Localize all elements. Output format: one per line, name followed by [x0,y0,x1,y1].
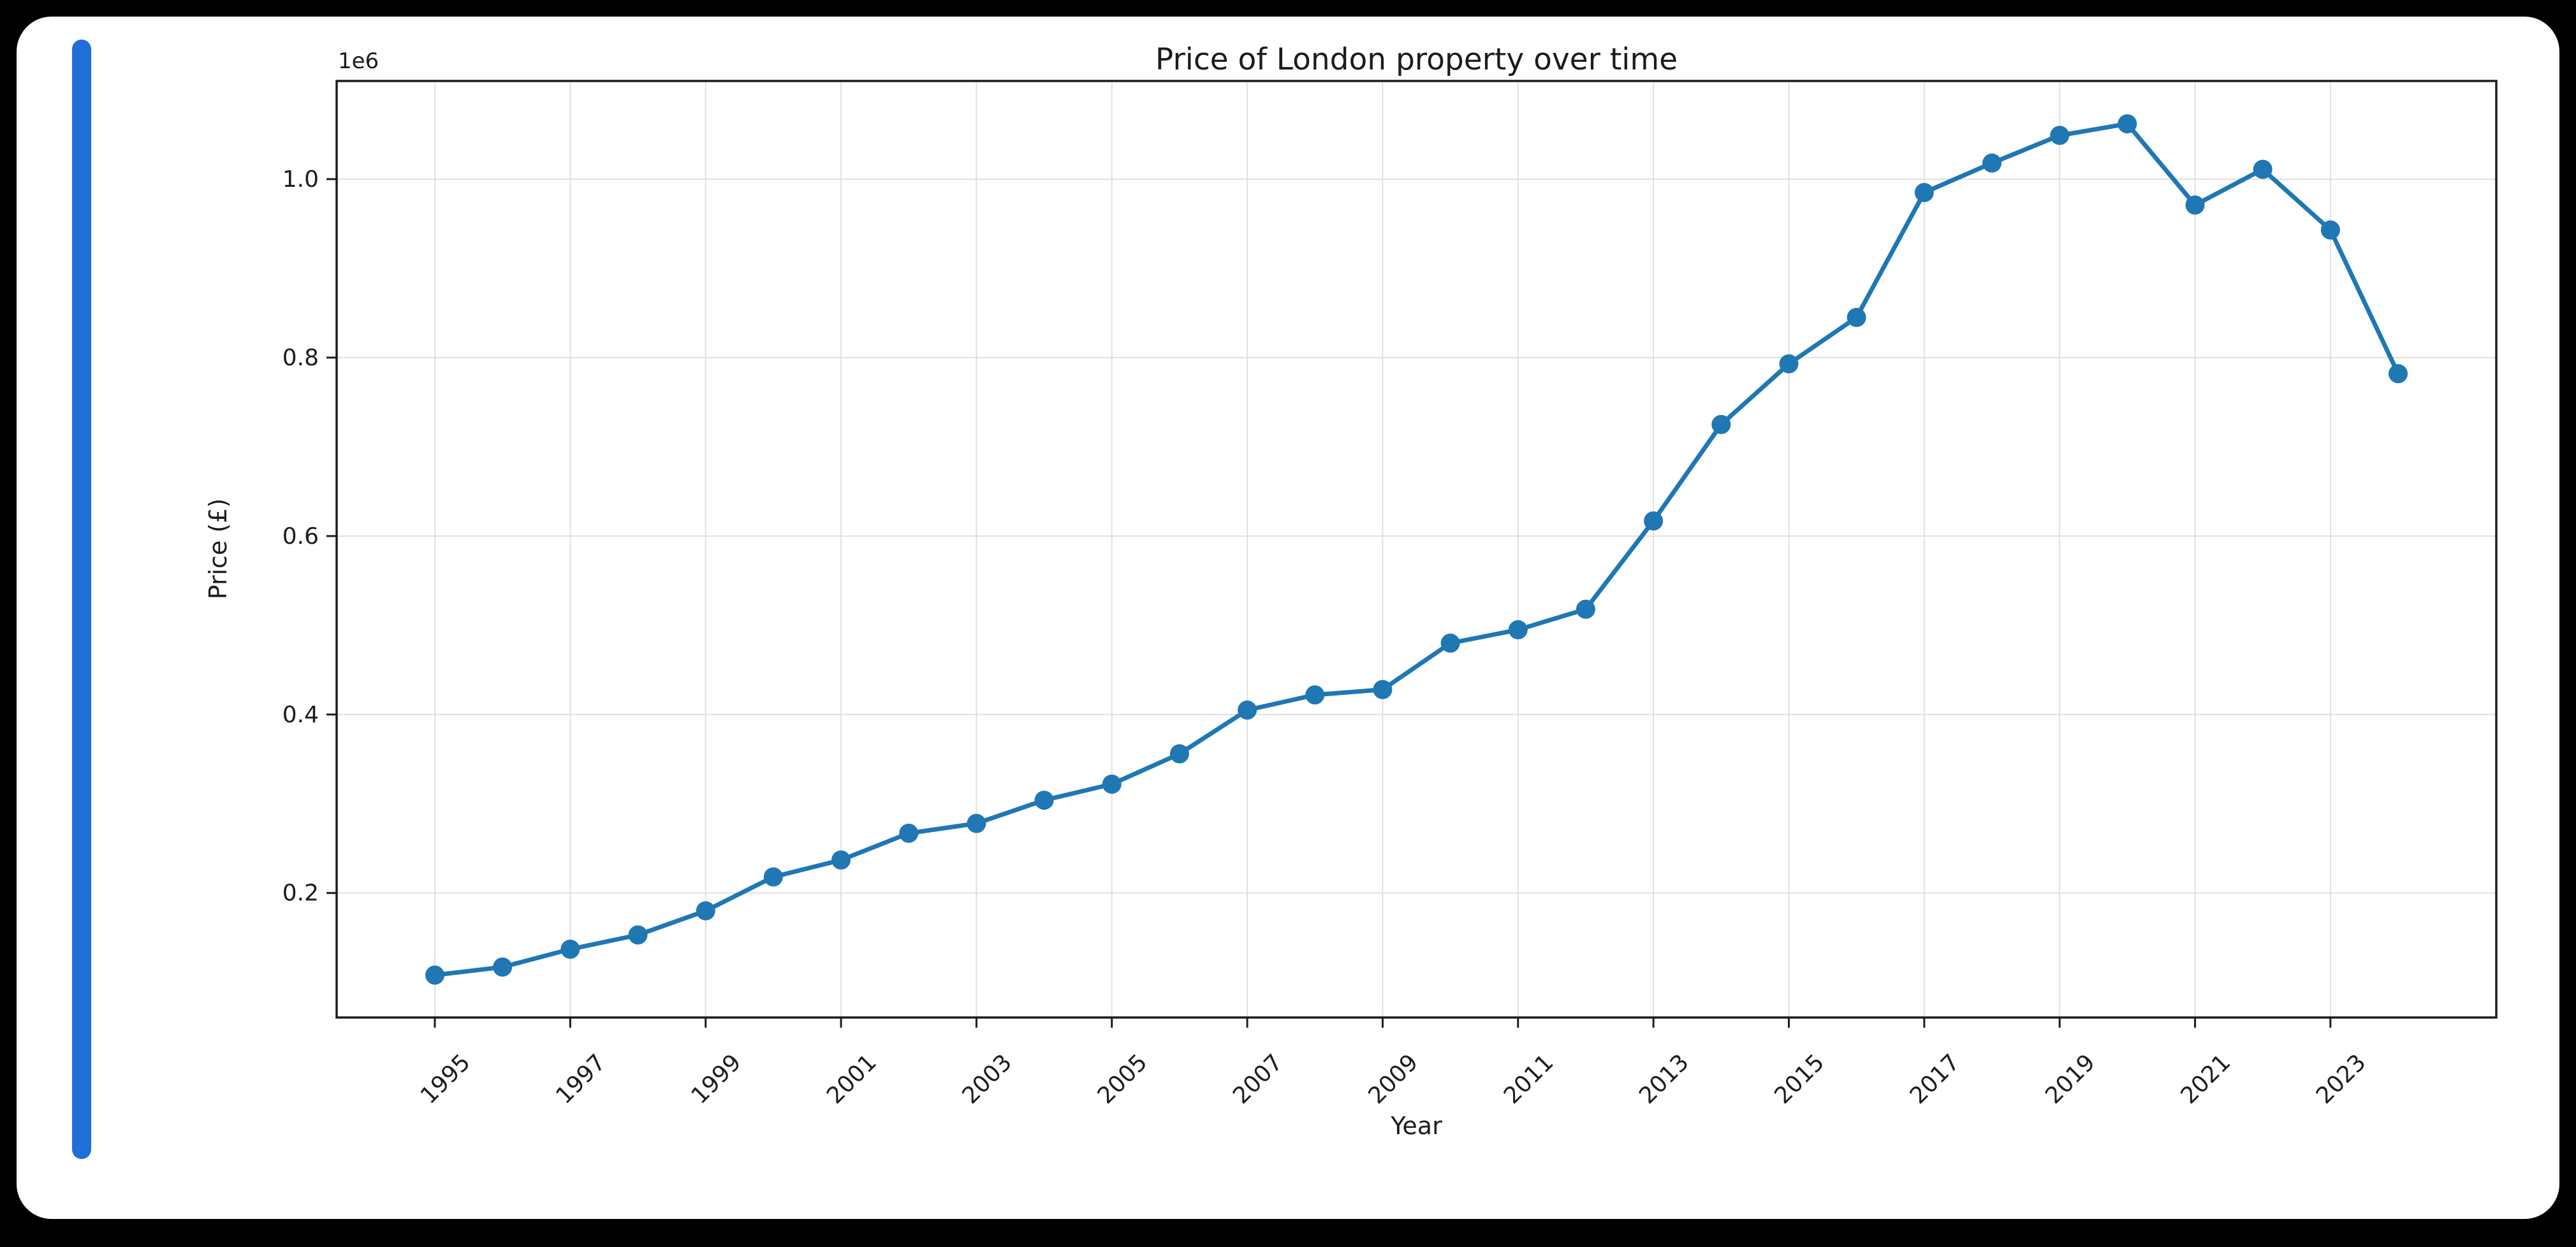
y-tick-label: 0.6 [282,523,319,550]
selected-cell-indicator[interactable] [72,40,91,1159]
data-point [2118,114,2137,134]
data-point [2185,195,2205,215]
data-point [1440,633,1460,653]
y-tick-label: 0.2 [282,880,319,907]
data-point [493,957,513,977]
data-point [1238,700,1257,720]
axis-ticks: 0.2 0.4 0.6 0.8 1.0 1995 1997 1999 2001 2003 2005 2… [282,166,2371,1109]
x-tick-label: 2013 [1634,1049,1694,1109]
data-point [1914,183,1934,202]
x-tick-label: 2015 [1769,1049,1829,1109]
data-point [425,965,444,985]
x-tick-label: 2019 [2040,1049,2100,1109]
data-point [560,939,580,959]
x-tick-label: 2007 [1228,1049,1288,1109]
x-tick-label: 2017 [1905,1049,1965,1109]
y-axis-label: Price (£) [204,498,232,600]
x-tick-label: 1999 [687,1049,747,1109]
data-point [1779,354,1799,374]
x-tick-label: 1997 [551,1049,611,1109]
data-point [1169,744,1189,764]
x-tick-label: 2021 [2176,1049,2236,1109]
data-point [2253,159,2272,179]
x-tick-label: 2001 [822,1049,882,1109]
y-tick-label: 0.8 [282,345,319,371]
data-point [1508,620,1528,639]
data-point [1102,775,1122,794]
x-axis-label: Year [1391,1112,1442,1140]
data-point [831,850,851,870]
y-tick-label: 0.4 [282,702,319,728]
data-point [899,824,919,843]
data-point [1576,599,1595,619]
x-tick-label: 2023 [2311,1049,2371,1109]
data-point [1305,685,1325,704]
chart-title: Price of London property over time [1155,42,1678,77]
gridlines [337,81,2496,1017]
data-point [1644,511,1664,531]
x-tick-label: 2011 [1499,1049,1559,1109]
x-tick-label: 2009 [1363,1049,1423,1109]
data-point [1711,414,1731,434]
data-point [1982,153,2002,173]
data-point [2320,220,2340,240]
x-tick-label: 2003 [957,1049,1017,1109]
data-point [1034,791,1054,810]
data-point [2389,364,2408,384]
plot-area-border [335,80,2498,1019]
x-tick-label: 2005 [1093,1049,1153,1109]
y-axis-offset-label: 1e6 [338,48,379,74]
data-point [1373,680,1393,699]
data-point [696,901,715,921]
data-point [763,867,783,887]
y-tick-label: 1.0 [282,166,319,193]
x-tick-label: 1995 [416,1049,476,1109]
data-point [2050,126,2070,145]
price-series-line [432,121,2401,977]
data-point [1847,307,1866,327]
data-point [967,813,986,833]
data-point-markers [425,114,2408,985]
data-point [628,925,648,945]
